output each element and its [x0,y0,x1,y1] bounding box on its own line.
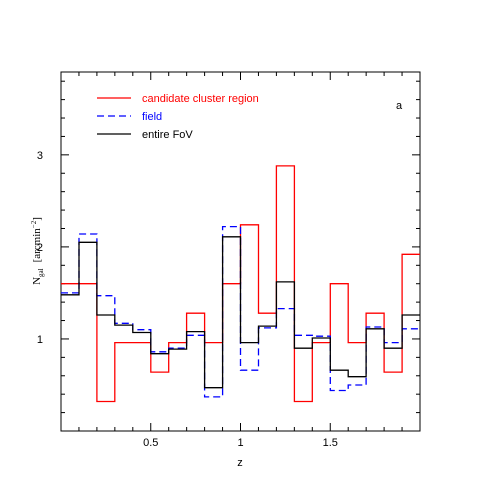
x-tick-label: 1.5 [323,437,338,449]
x-axis-ticks: 0.5 1 1.5 [78,72,403,449]
y-axis-ticks: 1 2 3 [37,80,420,414]
legend-label-entire-fov: entire FoV [142,129,193,141]
legend-label-candidate-cluster-region: candidate cluster region [142,93,259,105]
y-axis-label-unit-sup: −2 [30,220,38,228]
series-entire-fov [61,236,420,389]
x-axis-label: z [237,457,243,469]
y-tick-label: 3 [37,150,43,162]
panel-letter: a [396,100,403,112]
y-axis-label-unit-open: [arcmin [31,228,43,263]
y-axis-label-sub: gal [37,268,45,277]
y-axis-label-unit-close: ] [31,217,43,221]
y-axis-label: Ngal [arcmin−2] [30,217,45,285]
y-axis-label-main: N [31,277,43,285]
series-candidate-cluster-region [61,165,420,403]
y-tick-label: 1 [37,334,43,346]
legend-label-field: field [142,111,162,123]
legend: candidate cluster region field entire Fo… [97,93,259,141]
series-layer [61,165,420,403]
y-tick-label: 2 [37,242,43,254]
x-tick-label: 0.5 [143,437,158,449]
x-tick-label: 1 [237,437,243,449]
